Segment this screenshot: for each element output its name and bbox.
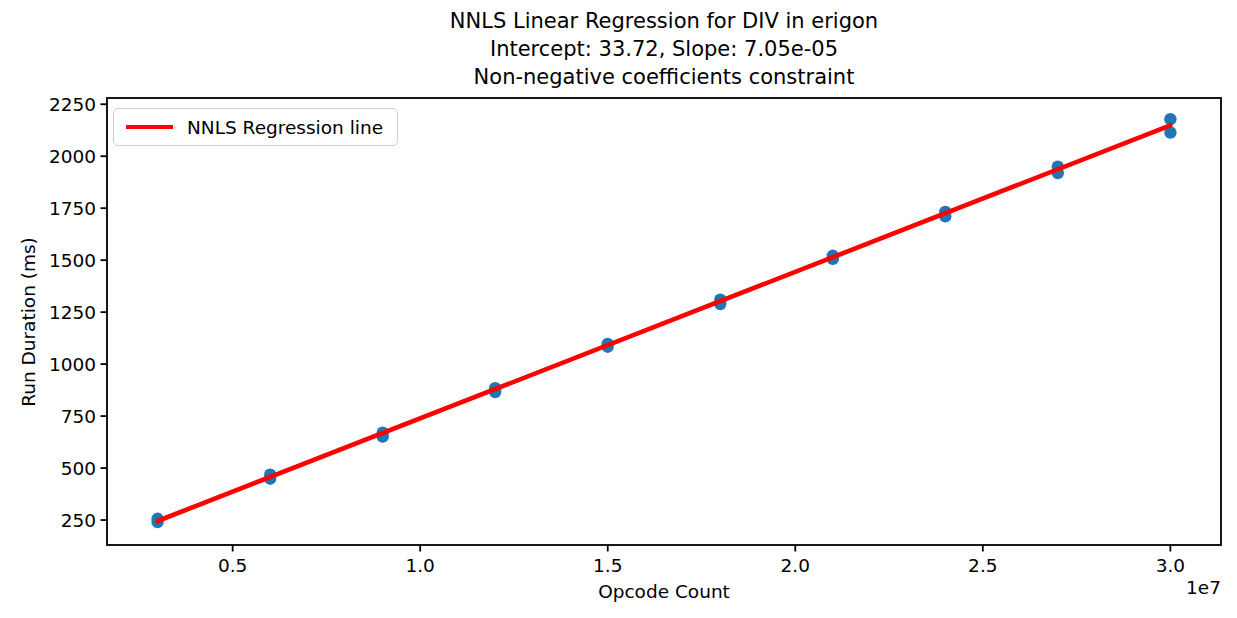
- legend-label: NNLS Regression line: [187, 117, 383, 138]
- legend: NNLS Regression line: [113, 108, 398, 146]
- y-tick-label: 500: [61, 458, 96, 479]
- y-tick-label: 750: [61, 406, 96, 427]
- legend-line-swatch: [126, 125, 173, 130]
- y-tick-label: 1250: [49, 302, 96, 323]
- x-tick-label: 1.0: [405, 555, 434, 576]
- y-tick-label: 250: [61, 510, 96, 531]
- x-tick-label: 3.0: [1156, 555, 1185, 576]
- x-tick-label: 0.5: [218, 555, 247, 576]
- x-axis-title: Opcode Count: [107, 581, 1221, 602]
- plot-area: 0.5 1.0 1.5 2.0 2.5 3.0 250 500 750 1000 1250 1500 1…: [0, 0, 1237, 618]
- regression-line: [158, 125, 1171, 521]
- x-tick-label: 2.5: [968, 555, 997, 576]
- x-tick-label: 2.0: [781, 555, 810, 576]
- y-tick-label: 1000: [49, 354, 96, 375]
- x-axis-offset-label: 1e7: [1186, 577, 1221, 598]
- y-tick-label: 2000: [49, 146, 96, 167]
- y-tick-label: 1500: [49, 250, 96, 271]
- y-tick-label: 1750: [49, 198, 96, 219]
- y-tick-label: 2250: [49, 94, 96, 115]
- y-axis-title: Run Duration (ms): [18, 237, 39, 407]
- x-tick-label: 1.5: [593, 555, 622, 576]
- figure: NNLS Linear Regression for DIV in erigon…: [0, 0, 1237, 618]
